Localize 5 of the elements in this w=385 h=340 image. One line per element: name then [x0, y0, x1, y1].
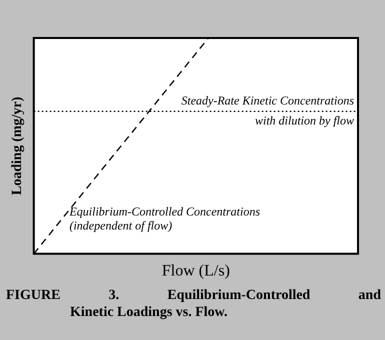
annotation: Equilibrium-Controlled Concentrations (independent of flow): [68, 204, 260, 232]
x-axis-title: Flow (L/s): [162, 262, 230, 280]
y-axis-title: Loading (mg/yr): [10, 96, 26, 196]
annotation: Steady-Rate Kinetic Concentrations with dilution by flow: [181, 94, 354, 128]
caption: FIGURE 3. Equilibrium-Controlled and Kinetic Loadings vs. Flow.: [6, 287, 381, 321]
